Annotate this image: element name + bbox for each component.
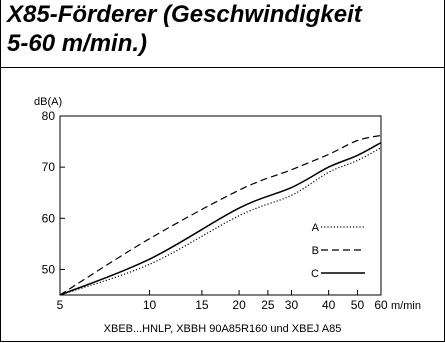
y-axis-label: dB(A) [34, 96, 62, 108]
x-tick-label: 25 [261, 298, 275, 312]
chart-title-line-1: X85-Förderer (Geschwindigkeit [7, 1, 362, 28]
x-tick-label: 60 [374, 298, 388, 312]
y-tick-label: 80 [42, 109, 56, 123]
y-tick-label: 60 [42, 211, 56, 225]
legend-label-a: A [312, 222, 320, 234]
series-line-c [60, 141, 381, 295]
x-tick-label: 15 [195, 298, 209, 312]
chart-title: X85-Förderer (Geschwindigkeit 5-60 m/min… [7, 0, 362, 58]
legend-label-c: C [311, 268, 319, 280]
y-tick-label: 50 [42, 262, 56, 276]
chart-title-line-2: 5-60 m/min.) [7, 30, 148, 57]
x-tick-label: 40 [322, 298, 336, 312]
y-tick-label: 70 [42, 160, 56, 174]
x-tick-label: 20 [232, 298, 246, 312]
x-axis-label: m/min [391, 300, 421, 312]
series-line-a [60, 147, 381, 295]
legend-label-b: B [312, 245, 319, 257]
x-tick-label: 50 [351, 298, 365, 312]
title-divider [1, 67, 444, 68]
x-tick-label: 5 [57, 298, 64, 312]
series-line-b [60, 134, 381, 295]
x-tick-label: 30 [285, 298, 299, 312]
x-tick-label: 10 [143, 298, 157, 312]
plot-area-frame [59, 115, 382, 296]
chart-caption: XBEB...HNLP, XBBH 90A85R160 und XBEJ A85 [103, 323, 342, 335]
